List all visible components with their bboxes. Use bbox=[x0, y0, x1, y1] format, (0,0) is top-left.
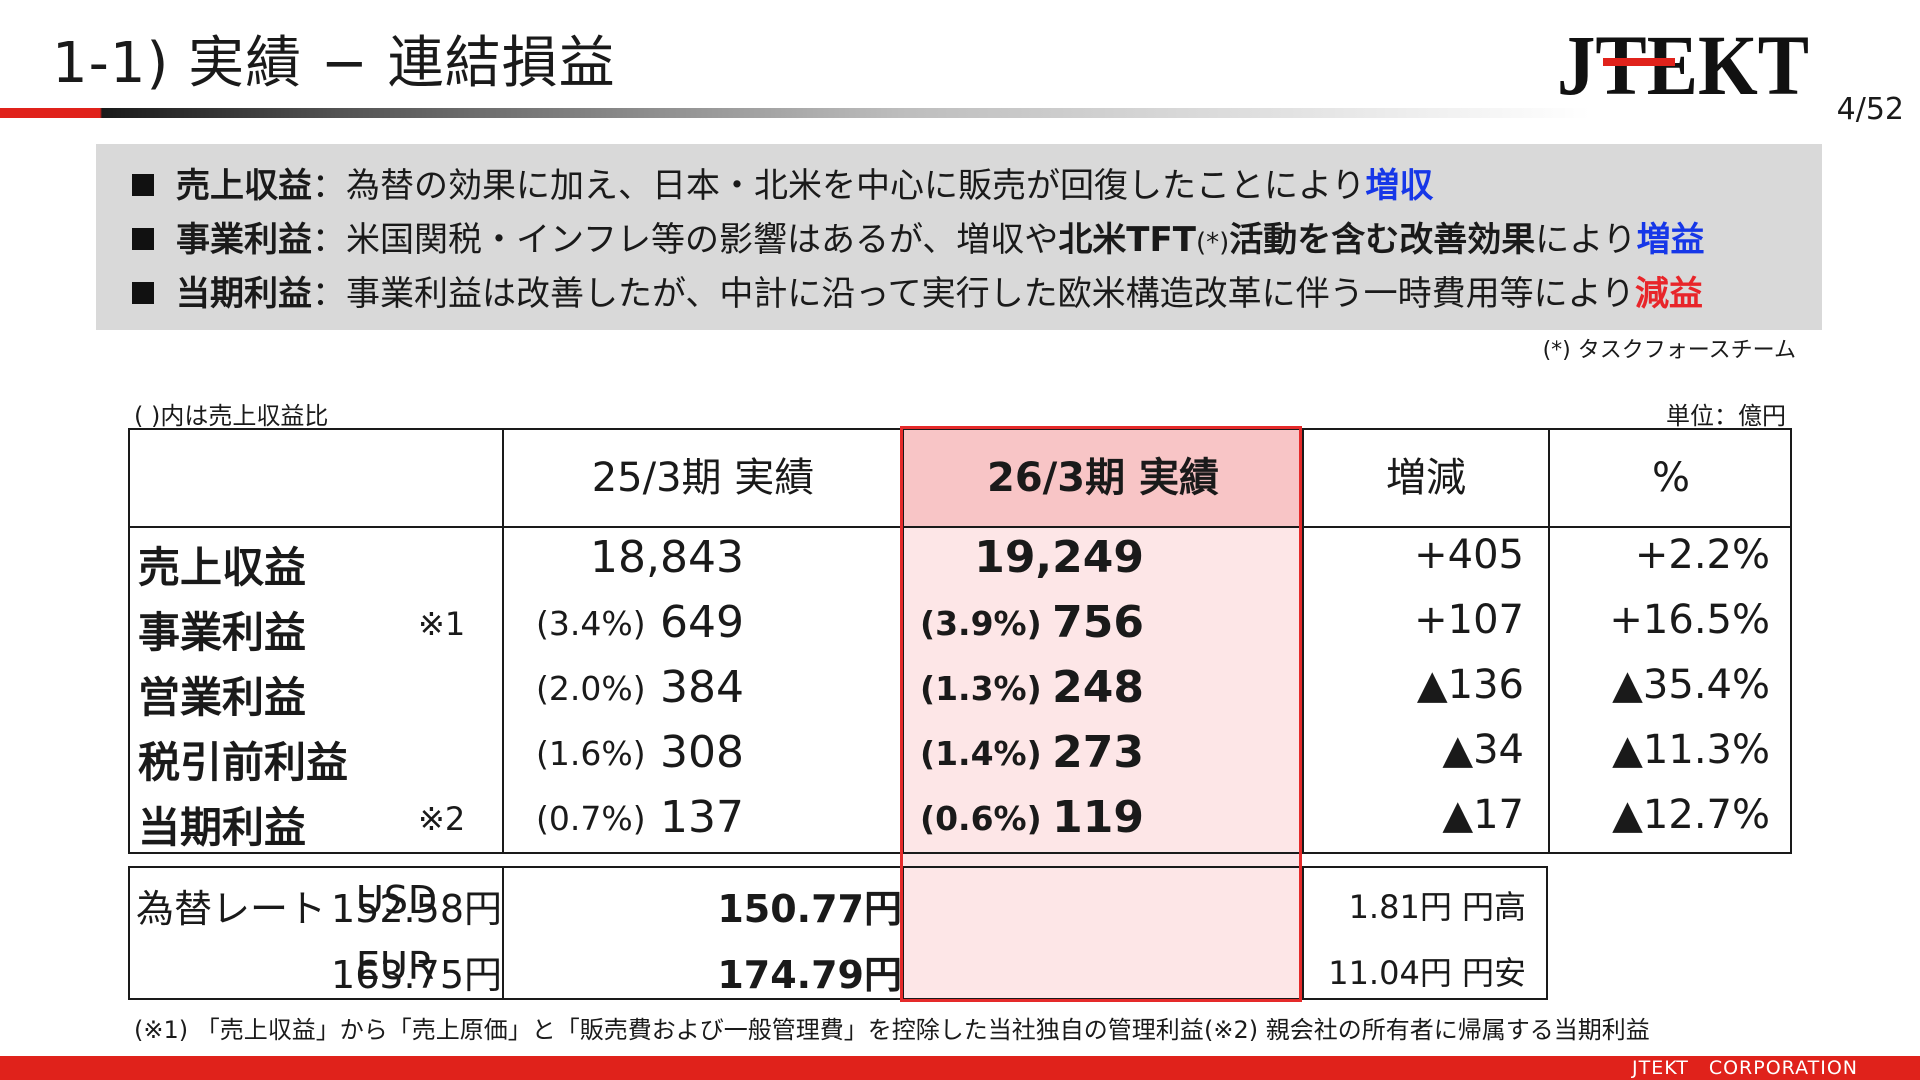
pl-table: 25/3期 実績 26/3期 実績 増減 % 売上収益 18,843 19,24… bbox=[128, 428, 1792, 854]
prev-value: 384 bbox=[660, 662, 744, 713]
fx-currency: USD bbox=[356, 878, 438, 922]
row-label: 事業利益 bbox=[138, 608, 307, 657]
table-divider bbox=[130, 526, 1790, 528]
curr-value: 248 bbox=[1052, 662, 1144, 713]
prev-ratio: (0.7%) bbox=[536, 799, 646, 838]
row-label: 当期利益 bbox=[138, 803, 307, 852]
fx-change: 11.04円 円安 bbox=[1328, 954, 1526, 992]
fx-currency: EUR bbox=[356, 944, 435, 988]
curr-value: 119 bbox=[1052, 792, 1144, 843]
percent-value: ▲11.3% bbox=[1612, 727, 1770, 773]
curr-value: 19,249 bbox=[974, 532, 1144, 583]
fx-prev-rate: 152.58円 bbox=[331, 887, 502, 931]
page-title: 1-1) 実績 − 連結損益 bbox=[52, 31, 616, 96]
ratio-note: ( )内は売上収益比 bbox=[134, 402, 329, 430]
prev-value: 137 bbox=[660, 792, 744, 843]
footer-bar bbox=[0, 1056, 1920, 1080]
title-underline bbox=[0, 108, 1590, 118]
summary-text: 米国関税・インフレ等の影響はあるが、増収や bbox=[346, 220, 1059, 260]
fx-curr-rate: 174.79円 bbox=[717, 953, 902, 997]
table-divider bbox=[902, 868, 904, 998]
summary-text: により bbox=[1535, 220, 1637, 260]
current-year-highlight-frame bbox=[900, 426, 1302, 1002]
prev-ratio: (2.0%) bbox=[536, 669, 646, 708]
summary-key: 事業利益 bbox=[176, 220, 312, 260]
header-curr-year: 26/3期 実績 bbox=[986, 455, 1220, 501]
prev-value: 649 bbox=[660, 597, 744, 648]
summary-colon: ： bbox=[312, 274, 346, 314]
prev-ratio: (3.4%) bbox=[536, 604, 646, 643]
change-value: +107 bbox=[1414, 597, 1524, 643]
summary-bold-text: 北米TFT bbox=[1058, 220, 1196, 260]
summary-key: 当期利益 bbox=[176, 274, 312, 314]
table-divider bbox=[502, 430, 504, 852]
curr-ratio: (1.4%) bbox=[920, 734, 1042, 773]
summary-colon: ： bbox=[312, 166, 346, 206]
highlight-column-fill bbox=[902, 526, 1300, 998]
percent-value: ▲35.4% bbox=[1612, 662, 1770, 708]
summary-line-business-profit: 事業利益：米国関税・インフレ等の影響はあるが、増収や北米TFT(*)活動を含む改… bbox=[132, 214, 1705, 266]
footnote-mark: ※1 bbox=[418, 605, 466, 643]
summary-key: 売上収益 bbox=[176, 166, 312, 206]
summary-bold-text: 活動を含む改善効果 bbox=[1229, 220, 1536, 260]
curr-ratio: (0.6%) bbox=[920, 799, 1042, 838]
summary-colon: ： bbox=[312, 220, 346, 260]
bullet-square-icon bbox=[132, 228, 154, 250]
summary-verdict: 減益 bbox=[1634, 274, 1703, 314]
curr-ratio: (3.9%) bbox=[920, 604, 1042, 643]
prev-value: 18,843 bbox=[590, 532, 744, 583]
row-label: 営業利益 bbox=[138, 673, 307, 722]
prev-ratio: (1.6%) bbox=[536, 734, 646, 773]
table-divider bbox=[1302, 430, 1304, 852]
percent-value: +2.2% bbox=[1634, 532, 1770, 578]
change-value: ▲136 bbox=[1416, 662, 1524, 708]
summary-asterisk: (*) bbox=[1195, 228, 1230, 258]
summary-text: 為替の効果に加え、日本・北米を中心に販売が回復したことにより bbox=[346, 166, 1366, 206]
table-divider bbox=[902, 430, 904, 852]
row-label: 税引前利益 bbox=[138, 738, 349, 787]
jtekt-logo: JTEKT bbox=[1557, 20, 1809, 113]
fx-change: 1.81円 円高 bbox=[1348, 888, 1526, 926]
header-prev-year: 25/3期 実績 bbox=[591, 455, 815, 501]
summary-line-revenue: 売上収益：為替の効果に加え、日本・北米を中心に販売が回復したことにより増収 bbox=[132, 160, 1433, 212]
footnote-1: (※1) 「売上収益」から「売上原価」と「販売費および一般管理費」を控除した当社… bbox=[134, 1016, 1204, 1044]
curr-ratio: (1.3%) bbox=[920, 669, 1042, 708]
table-divider bbox=[1548, 430, 1550, 852]
percent-value: +16.5% bbox=[1609, 597, 1770, 643]
summary-verdict: 増益 bbox=[1636, 220, 1705, 260]
summary-text: 事業利益は改善したが、中計に沿って実行した欧米構造改革に伴う一時費用等により bbox=[346, 274, 1635, 314]
summary-line-net-profit: 当期利益：事業利益は改善したが、中計に沿って実行した欧米構造改革に伴う一時費用等… bbox=[132, 268, 1703, 320]
header-percent: % bbox=[1651, 455, 1690, 501]
change-value: +405 bbox=[1414, 532, 1524, 578]
row-label: 売上収益 bbox=[138, 543, 307, 592]
unit-note: 単位：億円 bbox=[1666, 402, 1786, 430]
curr-value: 273 bbox=[1052, 727, 1144, 778]
change-value: ▲34 bbox=[1442, 727, 1524, 773]
svg-text:JTEKT: JTEKT bbox=[1557, 20, 1809, 113]
change-value: ▲17 bbox=[1442, 792, 1524, 838]
table-divider bbox=[502, 868, 504, 998]
highlight-header-fill bbox=[902, 428, 1300, 526]
footnote-mark: ※2 bbox=[418, 800, 466, 838]
fx-rate-table: 為替レート USD EUR 152.58円 163.75円 150.77円 17… bbox=[128, 866, 1548, 1000]
bullet-square-icon bbox=[132, 174, 154, 196]
table-divider bbox=[1302, 868, 1304, 998]
fx-prev-rate: 163.75円 bbox=[331, 953, 502, 997]
percent-value: ▲12.7% bbox=[1612, 792, 1770, 838]
summary-verdict: 増収 bbox=[1365, 166, 1434, 206]
header-change: 増減 bbox=[1386, 455, 1466, 501]
page-number: 4/52 bbox=[1836, 92, 1904, 127]
footnote-2: (※2) 親会社の所有者に帰属する当期利益 bbox=[1204, 1016, 1650, 1044]
bullet-square-icon bbox=[132, 282, 154, 304]
fx-label: 為替レート bbox=[136, 887, 327, 931]
corporation-name: JTEKT CORPORATION bbox=[1632, 1057, 1858, 1079]
fx-curr-rate: 150.77円 bbox=[717, 887, 902, 931]
curr-value: 756 bbox=[1052, 597, 1144, 648]
prev-value: 308 bbox=[660, 727, 744, 778]
taskforce-footnote: (*) タスクフォースチーム bbox=[1542, 338, 1796, 363]
summary-box: 売上収益：為替の効果に加え、日本・北米を中心に販売が回復したことにより増収 事業… bbox=[96, 144, 1822, 330]
